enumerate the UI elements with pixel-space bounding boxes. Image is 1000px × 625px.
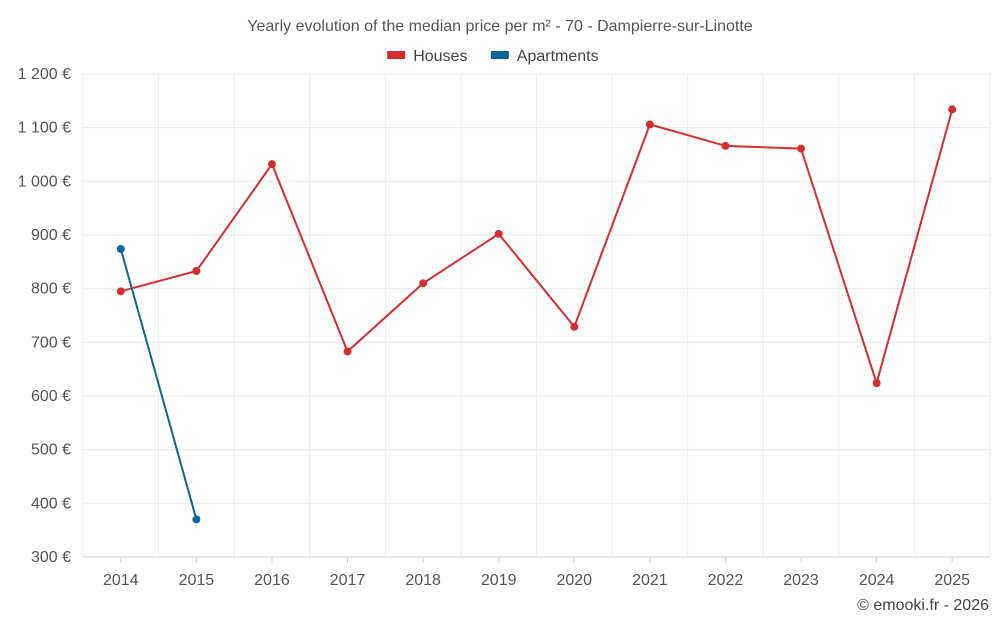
data-point[interactable] <box>267 160 276 169</box>
data-point[interactable] <box>192 266 201 275</box>
data-point[interactable] <box>797 144 806 153</box>
y-tick-label: 300 € <box>31 549 71 566</box>
data-point[interactable] <box>192 515 201 524</box>
data-point[interactable] <box>645 120 654 129</box>
x-tick-label: 2023 <box>783 572 819 589</box>
data-point[interactable] <box>948 105 957 114</box>
data-point[interactable] <box>721 141 730 150</box>
x-tick-label: 2018 <box>405 572 441 589</box>
y-tick-label: 700 € <box>31 334 71 351</box>
y-tick-label: 800 € <box>31 281 71 298</box>
x-tick-label: 2014 <box>103 572 139 589</box>
x-tick-label: 2020 <box>556 572 592 589</box>
y-tick-label: 900 € <box>31 227 71 244</box>
y-tick-label: 1 100 € <box>18 120 71 137</box>
data-point[interactable] <box>872 379 881 388</box>
y-tick-label: 600 € <box>31 388 71 405</box>
legend-label: Houses <box>413 48 467 65</box>
y-tick-label: 500 € <box>31 442 71 459</box>
data-point[interactable] <box>494 229 503 238</box>
x-tick-label: 2016 <box>254 572 290 589</box>
x-tick-label: 2022 <box>708 572 744 589</box>
data-point[interactable] <box>116 287 125 296</box>
legend-swatch <box>387 51 406 59</box>
chart-title: Yearly evolution of the median price per… <box>247 18 753 35</box>
series-line <box>120 109 954 387</box>
data-point[interactable] <box>570 322 579 331</box>
legend-label: Apartments <box>517 48 599 65</box>
legend-swatch <box>490 51 509 59</box>
y-tick-label: 1 200 € <box>18 66 71 83</box>
x-tick-label: 2015 <box>179 572 215 589</box>
legend: Houses Apartments <box>387 48 599 65</box>
data-point[interactable] <box>419 279 428 288</box>
x-tick-label: 2019 <box>481 572 517 589</box>
series-houses <box>116 105 957 388</box>
data-point[interactable] <box>116 244 125 253</box>
legend-item-houses[interactable]: Houses <box>387 48 467 65</box>
axes: 300 € 400 € 500 € 600 € 700 € 800 € 900 € 1 000… <box>18 66 990 589</box>
data-point[interactable] <box>343 347 352 356</box>
series <box>116 105 957 524</box>
credit-text: © emooki.fr - 2026 <box>857 597 989 614</box>
series-line <box>119 248 198 520</box>
legend-item-apartments[interactable]: Apartments <box>490 48 599 65</box>
y-tick-label: 400 € <box>31 495 71 512</box>
x-tick-label: 2024 <box>859 572 895 589</box>
x-tick-label: 2025 <box>934 572 970 589</box>
grid <box>82 73 991 558</box>
x-tick-label: 2021 <box>632 572 668 589</box>
x-tick-label: 2017 <box>330 572 366 589</box>
y-tick-label: 1 000 € <box>18 173 71 190</box>
series-apartments <box>116 244 201 524</box>
